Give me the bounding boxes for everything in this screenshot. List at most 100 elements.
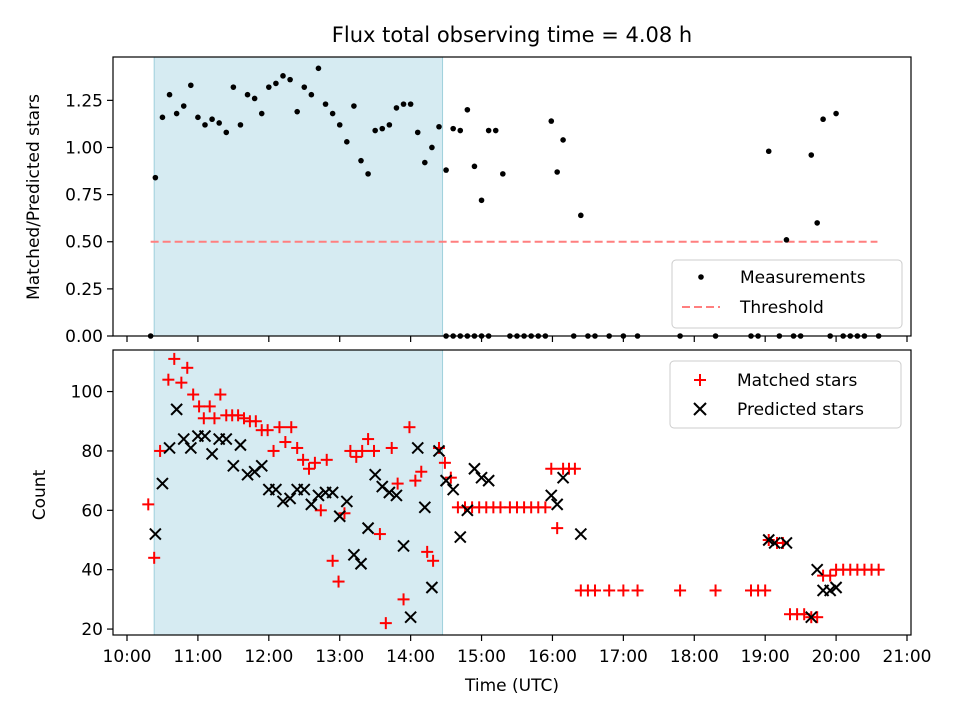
measurement-point (237, 122, 244, 128)
predicted-star-point (269, 483, 283, 496)
legend-label-predicted: Predicted stars (737, 400, 864, 420)
matched-star-point (148, 551, 161, 564)
matched-star-point (314, 504, 327, 517)
matched-star-point (175, 376, 188, 389)
matched-star-point (214, 388, 227, 401)
predicted-star-point (276, 495, 290, 508)
measurement-point (202, 122, 208, 128)
matched-star-point (249, 415, 262, 428)
bottom-ytick-label: 60 (81, 501, 103, 521)
measurement-point (814, 220, 820, 226)
bottom-xtick-label: 19:00 (741, 647, 790, 667)
predicted-star-point (829, 581, 843, 594)
bottom-xtick-label: 13:00 (315, 647, 364, 667)
predicted-star-point (283, 492, 297, 505)
legend-marker-matched (694, 374, 706, 386)
measurement-point (209, 116, 215, 123)
bottom-xtick-label: 20:00 (812, 647, 861, 667)
top-ytick-label: 1.00 (65, 138, 103, 158)
predicted-star-point (170, 403, 183, 416)
measurement-point (223, 129, 230, 136)
top-legend-box (671, 259, 903, 329)
measurement-point (386, 122, 393, 128)
measurement-point (554, 169, 560, 175)
measurement-point (820, 116, 826, 123)
measurement-point (173, 110, 180, 117)
measurement-point (400, 101, 407, 107)
matched-star-point (203, 400, 216, 413)
matched-star-point (238, 412, 250, 425)
matched-star-point (709, 584, 722, 597)
predicted-star-point (177, 432, 190, 446)
chart-title: Flux total observing time = 4.08 h (332, 23, 692, 47)
matched-star-point (421, 545, 434, 558)
matched-star-point (187, 388, 200, 401)
legend-label-threshold: Threshold (739, 298, 824, 318)
matched-star-point (373, 528, 386, 541)
predicted-stars-points (149, 403, 843, 624)
predicted-star-point (220, 432, 233, 446)
measurement-point (548, 118, 555, 124)
predicted-star-point (198, 429, 212, 443)
measurement-point (443, 167, 449, 173)
predicted-star-point (439, 474, 453, 487)
matched-star-point (872, 563, 885, 576)
predicted-star-point (545, 489, 558, 502)
matched-star-point (397, 593, 410, 606)
measurement-point (358, 157, 364, 164)
matched-star-point (332, 575, 345, 588)
measurement-point (216, 120, 222, 126)
matched-star-point (326, 554, 339, 567)
matched-star-point (344, 444, 357, 457)
matched-star-point (285, 421, 298, 434)
matched-star-point (539, 501, 552, 514)
measurement-point (301, 84, 308, 90)
legend-marker-measurements (698, 274, 704, 280)
top-highlight-span (154, 57, 443, 336)
top-panel: 0.00 0.25 0.50 0.75 1.00 1.25 Matched/Predict… (24, 56, 912, 347)
matched-star-point (403, 421, 416, 434)
matched-star-point (444, 471, 457, 484)
predicted-star-point (298, 483, 311, 496)
predicted-star-point (475, 471, 488, 484)
top-ytick-label: 0.00 (65, 327, 103, 347)
top-ytick-label: 0.75 (65, 186, 103, 206)
top-xticks (126, 57, 908, 342)
matched-star-point (551, 522, 564, 535)
measurement-point (485, 127, 492, 134)
measurement-point (351, 103, 357, 109)
measurement-point (294, 108, 300, 115)
matched-star-point (297, 453, 310, 466)
matched-star-point (181, 361, 194, 374)
matched-star-point (568, 462, 581, 475)
top-ylabel: Matched/Predicted stars (24, 94, 44, 300)
predicted-star-point (354, 557, 368, 570)
matched-star-point (603, 584, 616, 597)
matched-star-point (162, 373, 175, 386)
matched-star-point (303, 462, 315, 475)
matched-star-point (279, 436, 292, 449)
measurement-point (578, 212, 584, 219)
matched-star-point (391, 477, 404, 490)
measurement-point (280, 73, 286, 79)
bottom-ylabel: Count (30, 469, 50, 520)
matched-star-point (197, 412, 210, 425)
predicted-star-point (368, 468, 382, 481)
predicted-star-point (762, 533, 775, 547)
predicted-star-point (432, 444, 446, 458)
matched-star-point (674, 584, 687, 597)
predicted-star-point (361, 521, 375, 535)
measurement-point (407, 101, 414, 107)
predicted-star-point (156, 477, 169, 490)
matched-star-point (617, 584, 630, 597)
measurement-point (258, 110, 265, 117)
predicted-star-point (556, 471, 570, 484)
measurement-point (251, 95, 258, 102)
matched-star-point (631, 584, 644, 597)
matched-star-point (261, 424, 274, 437)
top-legend: Measurements Threshold (671, 259, 903, 329)
predicted-star-point (340, 495, 354, 508)
predicted-star-point (780, 536, 793, 550)
bottom-xtick-label: 10:00 (103, 647, 152, 667)
predicted-star-point (205, 447, 219, 461)
